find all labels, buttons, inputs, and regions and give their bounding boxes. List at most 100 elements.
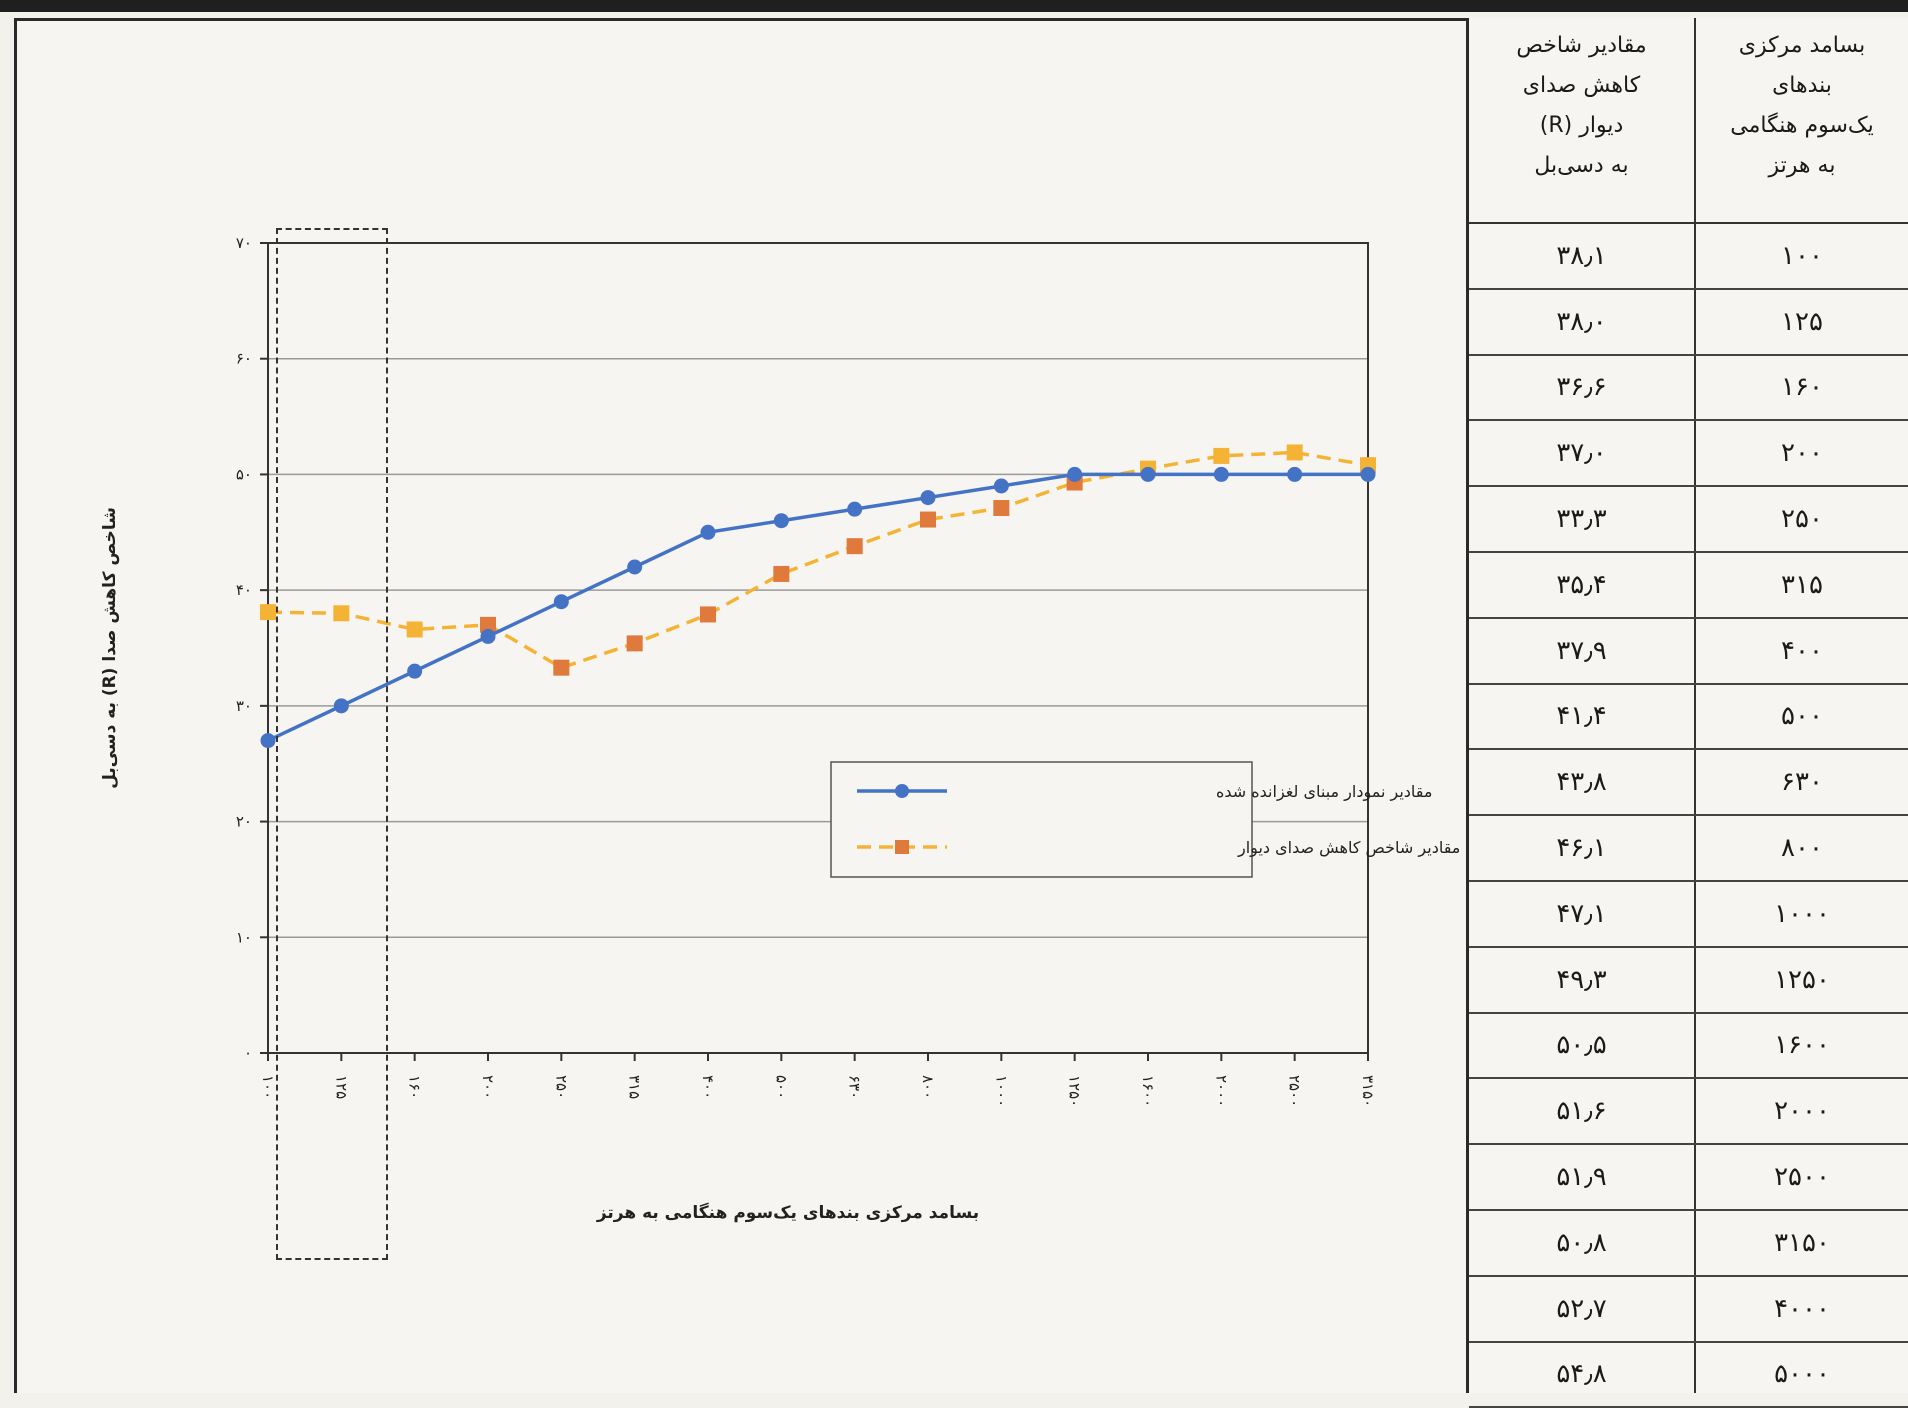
cell-frequency-value: ۱۲۵	[1781, 306, 1823, 337]
cell-reduction-value: ۳۷٫۰	[1556, 438, 1607, 469]
table-header: مقادیر شاخص کاهش صدای دیوار (R) به دسی‌ب…	[1469, 18, 1908, 224]
data-point-reference	[333, 698, 349, 714]
data-table: مقادیر شاخص کاهش صدای دیوار (R) به دسی‌ب…	[1466, 18, 1908, 1408]
header-frequency: بسامد مرکزی بندهای یک‌سوم هنگامی به هرتز	[1730, 33, 1874, 178]
cell-frequency-value: ۲۰۰۰	[1774, 1096, 1830, 1127]
table-row: ۳۸٫۰ ۱۲۵	[1469, 290, 1908, 356]
data-point-wall	[480, 616, 496, 633]
data-point-reference	[1140, 466, 1156, 482]
cell-reduction-value: ۵۲٫۷	[1556, 1293, 1607, 1324]
plot-border	[267, 242, 1369, 1054]
cell-reduction-value: ۵۱٫۶	[1556, 1096, 1607, 1127]
data-point-reference	[1213, 466, 1229, 482]
x-tick-label: ۴۰۰	[699, 1075, 717, 1099]
legend-label-reference: مقادیر نمودار مبنای لغزانده شده	[1216, 782, 1432, 802]
data-point-reference	[993, 478, 1009, 494]
x-tick-label: ۸۰۰	[919, 1075, 937, 1099]
cell-reduction-value: ۴۶٫۱	[1556, 833, 1607, 864]
y-tick-label: ۰	[244, 1044, 252, 1062]
cell-frequency-value: ۴۰۰	[1781, 635, 1823, 666]
x-tick-label: ۲۵۰۰	[1286, 1075, 1304, 1107]
table-row: ۵۱٫۹ ۲۵۰۰	[1469, 1145, 1908, 1211]
data-point-wall	[700, 606, 716, 623]
cell-reduction-value: ۵۰٫۸	[1556, 1227, 1607, 1258]
cell-reduction-value: ۳۵٫۴	[1556, 569, 1607, 600]
x-tick-label: ۲۰۰	[479, 1075, 497, 1099]
data-point-reference	[920, 490, 936, 506]
cell-frequency-value: ۵۰۰۰	[1774, 1359, 1830, 1390]
data-point-reference	[1067, 466, 1083, 482]
data-point-reference	[700, 524, 716, 540]
cell-reduction-value: ۴۹٫۳	[1556, 964, 1607, 995]
table-row: ۳۳٫۳ ۲۵۰	[1469, 487, 1908, 553]
table-row: ۳۷٫۹ ۴۰۰	[1469, 619, 1908, 685]
table-row: ۴۷٫۱ ۱۰۰۰	[1469, 882, 1908, 948]
y-tick-label: ۱۰	[236, 928, 252, 946]
data-point-reference	[407, 663, 423, 679]
data-point-wall	[1286, 444, 1303, 461]
y-tick-label: ۳۰	[236, 697, 252, 715]
data-point-reference	[553, 594, 569, 610]
cell-reduction-value: ۴۳٫۸	[1556, 767, 1607, 798]
legend-box	[830, 761, 1253, 878]
table-row: ۵۲٫۷ ۴۰۰۰	[1469, 1277, 1908, 1343]
chart: ۰ ۱۰ ۲۰ ۳۰ ۴۰ ۵۰ ۶۰ ۷۰ ۱۰۰ ۱۲۵ ۱۶۰ ۲۰۰ ۲۵۰ ۳۱۵ ۴۰۰ ۵۰۰…	[100, 234, 1460, 1223]
cell-reduction-value: ۳۷٫۹	[1556, 635, 1607, 666]
table-row: ۵۴٫۸ ۵۰۰۰	[1469, 1343, 1908, 1408]
table-row: ۳۶٫۶ ۱۶۰	[1469, 356, 1908, 422]
x-tick-label: ۱۰۰۰	[992, 1075, 1010, 1107]
data-point-wall	[553, 659, 570, 676]
y-tick-label: ۵۰	[236, 465, 252, 483]
legend-marker-reference	[895, 784, 909, 798]
cell-reduction-value: ۳۳٫۳	[1556, 504, 1607, 535]
legend-label-wall: مقادیر شاخص کاهش صدای دیوار	[1237, 838, 1460, 858]
series-layer	[260, 444, 1376, 749]
data-point-reference	[260, 733, 276, 749]
table-row: ۴۳٫۸ ۶۳۰	[1469, 750, 1908, 817]
cell-reduction-value: ۳۸٫۱	[1556, 240, 1607, 271]
legend: مقادیر نمودار مبنای لغزانده شده مقادیر ش…	[830, 761, 1460, 878]
data-point-reference	[1287, 466, 1303, 482]
cell-reduction-value: ۵۱٫۹	[1556, 1162, 1607, 1193]
y-tick-label: ۴۰	[236, 581, 252, 599]
data-point-reference	[627, 559, 643, 575]
x-tick-label: ۱۲۵	[332, 1075, 350, 1099]
x-tick-label: ۳۱۵	[626, 1075, 644, 1099]
data-point-wall	[333, 605, 350, 622]
x-tick-label: ۱۶۰۰	[1139, 1075, 1157, 1107]
table-body: ۳۸٫۱ ۱۰۰ ۳۸٫۰ ۱۲۵ ۳۶٫۶ ۱۶۰ ۳۷٫۰ ۲۰۰ ۳۳٫۳ ۲۵۰ ۳۵٫۴ ۳…	[1469, 224, 1908, 1408]
data-point-wall	[846, 538, 863, 555]
cell-frequency-value: ۱۲۵۰	[1774, 964, 1830, 995]
y-tick-label: ۲۰	[236, 813, 252, 831]
cell-frequency-value: ۶۳۰	[1781, 767, 1823, 798]
table-row: ۴۱٫۴ ۵۰۰	[1469, 685, 1908, 751]
cell-reduction-value: ۵۰٫۵	[1556, 1030, 1607, 1061]
data-point-wall	[920, 511, 936, 528]
cell-frequency-value: ۲۰۰	[1781, 438, 1823, 469]
y-tick-label: ۶۰	[236, 350, 252, 368]
data-point-wall	[406, 621, 423, 638]
x-tick-label: ۲۵۰	[552, 1075, 570, 1099]
series-line-wall	[267, 450, 1369, 670]
x-tick-label: ۲۰۰۰	[1212, 1075, 1230, 1107]
top-rule	[0, 0, 1908, 12]
table-row: ۳۷٫۰ ۲۰۰	[1469, 421, 1908, 488]
legend-marker-wall	[895, 840, 909, 854]
header-reduction-index: مقادیر شاخص کاهش صدای دیوار (R) به دسی‌ب…	[1516, 33, 1647, 178]
series-line-reference	[267, 472, 1368, 743]
cell-frequency-value: ۳۱۵۰	[1774, 1227, 1830, 1258]
data-point-wall	[1213, 447, 1230, 464]
table-row: ۴۹٫۳ ۱۲۵۰	[1469, 948, 1908, 1014]
cell-frequency-value: ۱۰۰	[1781, 240, 1823, 271]
y-tick-label: ۷۰	[236, 234, 252, 252]
x-axis-title: بسامد مرکزی بندهای یک‌سوم هنگامی به هرتز	[596, 1202, 979, 1223]
cell-frequency-value: ۵۰۰	[1781, 701, 1823, 732]
cell-frequency-value: ۱۰۰۰	[1774, 898, 1830, 929]
cell-frequency-value: ۱۶۰	[1781, 372, 1823, 403]
y-axis: ۰ ۱۰ ۲۰ ۳۰ ۴۰ ۵۰ ۶۰ ۷۰	[236, 234, 268, 1062]
table-row: ۳۵٫۴ ۳۱۵	[1469, 553, 1908, 619]
cell-reduction-value: ۵۴٫۸	[1556, 1359, 1607, 1390]
data-point-reference	[1360, 466, 1376, 482]
x-tick-label: ۶۳۰	[846, 1075, 864, 1099]
table-row: ۵۰٫۵ ۱۶۰۰	[1469, 1014, 1908, 1080]
